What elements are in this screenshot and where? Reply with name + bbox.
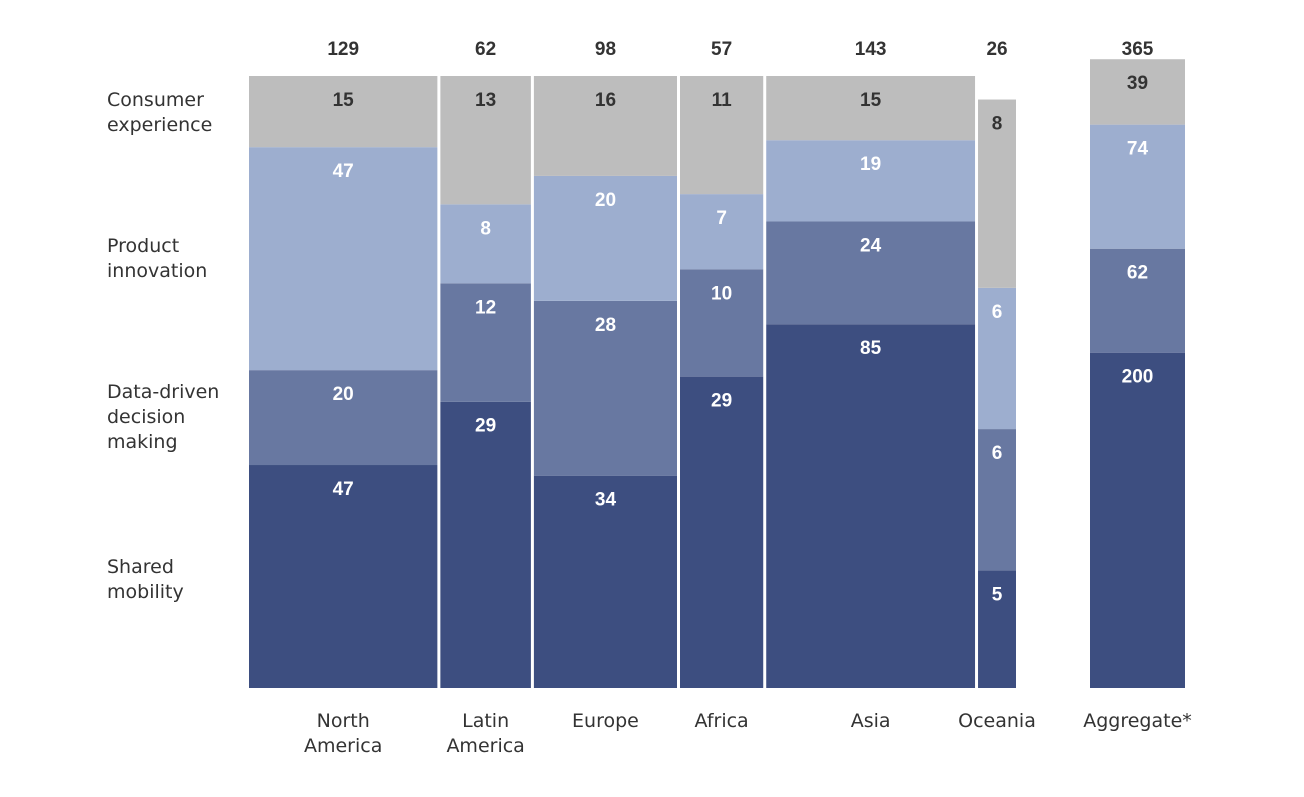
segment-value-label: 7 xyxy=(716,208,727,229)
bar-segment xyxy=(680,376,764,688)
segment-value-label: 74 xyxy=(1127,139,1149,160)
legend-entry: Data-driven decision making xyxy=(107,381,219,453)
bar-segment xyxy=(978,429,1016,571)
segment-value-label: 47 xyxy=(333,479,354,500)
category-label: Europe xyxy=(572,710,639,732)
segment-value-label: 11 xyxy=(712,90,733,111)
bar-segment xyxy=(978,287,1016,430)
bar-segment xyxy=(766,76,976,141)
bar-segment xyxy=(249,147,438,371)
total-label: 62 xyxy=(475,39,496,60)
bar-segment xyxy=(1090,352,1185,688)
segment-value-label: 5 xyxy=(992,584,1003,605)
bar-segment xyxy=(440,401,531,688)
segment-value-label: 16 xyxy=(595,90,616,111)
segment-value-label: 29 xyxy=(711,391,732,412)
legend: Consumer experience Product innovation Data-… xyxy=(107,89,219,603)
bar-segment xyxy=(680,76,764,195)
bar-segment xyxy=(766,140,976,222)
category-label: Aggregate* xyxy=(1083,710,1192,732)
segment-value-label: 8 xyxy=(992,114,1003,135)
category-label: Asia xyxy=(851,710,891,732)
total-label: 57 xyxy=(711,39,732,60)
segment-value-label: 19 xyxy=(860,154,881,175)
total-label: 365 xyxy=(1122,39,1154,60)
total-label: 129 xyxy=(327,39,359,60)
segment-value-label: 6 xyxy=(992,443,1003,464)
category-label: North America xyxy=(304,710,382,757)
legend-entry: Product innovation xyxy=(107,235,207,282)
segment-value-label: 62 xyxy=(1127,263,1148,284)
legend-entry: Shared mobility xyxy=(107,556,184,603)
bar-segment xyxy=(978,570,1016,688)
segment-value-label: 20 xyxy=(595,190,616,211)
total-label: 143 xyxy=(855,39,887,60)
segment-value-label: 10 xyxy=(711,283,732,304)
segment-value-label: 28 xyxy=(595,315,616,336)
legend-entry: Consumer experience xyxy=(107,89,212,136)
bar-segment xyxy=(533,76,677,176)
bar-segment xyxy=(533,175,677,301)
bar-segment xyxy=(533,475,677,688)
segment-value-label: 12 xyxy=(475,297,496,318)
bar-segment xyxy=(1090,59,1185,125)
bar-segment xyxy=(249,76,438,148)
bars xyxy=(249,59,1185,688)
bar-segment xyxy=(680,269,764,377)
total-label: 98 xyxy=(595,39,616,60)
total-labels: 129 62 98 57 143 26 365 xyxy=(327,39,1153,60)
category-label: Africa xyxy=(695,710,749,732)
total-label: 26 xyxy=(986,39,1007,60)
segment-value-label: 200 xyxy=(1122,367,1154,388)
segment-value-label: 47 xyxy=(333,161,354,182)
category-label: Oceania xyxy=(958,710,1036,732)
bar-segment xyxy=(533,300,677,476)
bar-segment xyxy=(1090,248,1185,353)
segment-value-label: 20 xyxy=(333,384,354,405)
category-labels: North America Latin America Europe Africa Asia… xyxy=(304,710,1192,757)
bar-segment xyxy=(766,221,976,325)
segment-value-label: 15 xyxy=(333,90,355,111)
segment-value-label: 8 xyxy=(480,218,491,239)
bar-segment xyxy=(249,465,438,688)
bar-segment xyxy=(440,283,531,402)
segment-value-label: 34 xyxy=(595,490,617,511)
segment-value-label: 85 xyxy=(860,338,882,359)
segment-value-label: 24 xyxy=(860,236,882,257)
segment-labels: 47 20 47 15 29 12 8 13 34 28 20 16 29 10 7 11 85 24 19 15 5 6… xyxy=(333,73,1154,605)
bar-segment xyxy=(978,99,1016,288)
bar-segment xyxy=(1090,124,1185,249)
segment-value-label: 39 xyxy=(1127,73,1148,94)
segment-value-label: 29 xyxy=(475,416,496,437)
segment-value-label: 15 xyxy=(860,90,882,111)
bar-segment xyxy=(440,204,531,284)
segment-value-label: 13 xyxy=(475,90,496,111)
bar-segment xyxy=(680,194,764,270)
bar-segment xyxy=(440,76,531,205)
segment-value-label: 6 xyxy=(992,302,1003,323)
category-label: Latin America xyxy=(446,710,524,757)
bar-segment xyxy=(766,324,976,688)
bar-segment xyxy=(249,370,438,466)
